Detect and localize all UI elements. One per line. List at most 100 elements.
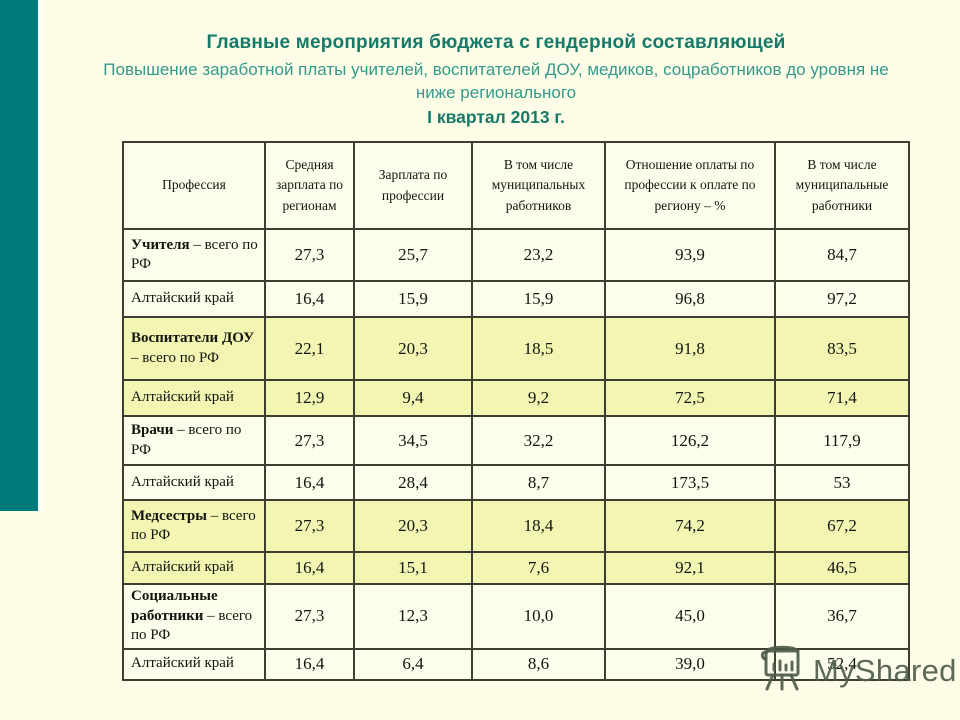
value-cell: 27,3 — [264, 228, 355, 282]
slide-period: I квартал 2013 г. — [427, 107, 565, 128]
table-row: Алтайский край 16,4 28,4 8,7 173,5 53 — [122, 464, 910, 501]
value-cell: 9,2 — [471, 379, 606, 417]
presentation-easel-icon — [757, 642, 807, 699]
profession-rest: – всего по РФ — [131, 422, 242, 458]
column-header: Зарплата по профессии — [353, 141, 473, 230]
value-cell: 91,8 — [604, 316, 776, 381]
value-cell: 12,9 — [264, 379, 355, 417]
value-cell: 72,5 — [604, 379, 776, 417]
value-cell: 83,5 — [774, 316, 910, 381]
value-cell: 6,4 — [353, 647, 473, 681]
table-row: Учителя – всего по РФ 27,3 25,7 23,2 93,… — [122, 228, 910, 282]
column-header: Средняя зарплата по регионам — [264, 141, 355, 230]
value-cell: 16,4 — [264, 280, 355, 318]
value-cell: 7,6 — [471, 551, 606, 585]
table-header-row: Профессия Средняя зарплата по регионам З… — [122, 141, 910, 230]
left-accent-bar-gap — [38, 0, 43, 511]
slide-header: Главные мероприятия бюджета с гендерной … — [48, 32, 944, 128]
profession-rest: – всего по РФ — [131, 507, 256, 544]
profession-rest: Алтайский край — [131, 559, 234, 576]
value-cell: 20,3 — [353, 316, 473, 381]
left-accent-bar — [0, 0, 38, 511]
salary-table: Профессия Средняя зарплата по регионам З… — [122, 141, 910, 681]
myshared-logo-text: MyShared — [813, 652, 957, 688]
table-row: Алтайский край 16,4 6,4 8,6 39,0 52,4 — [122, 647, 910, 681]
profession-cell: Алтайский край — [122, 464, 266, 501]
value-cell: 84,7 — [774, 228, 910, 282]
profession-rest: Алтайский край — [131, 290, 234, 307]
value-cell: 16,4 — [264, 551, 355, 585]
profession-cell: Врачи – всего по РФ — [122, 415, 266, 466]
table-row: Социальные работники – всего по РФ 27,3 … — [122, 583, 910, 650]
value-cell: 46,5 — [774, 551, 910, 585]
value-cell: 8,7 — [471, 464, 606, 501]
value-cell: 9,4 — [353, 379, 473, 417]
table-row: Алтайский край 12,9 9,4 9,2 72,5 71,4 — [122, 379, 910, 417]
value-cell: 16,4 — [264, 464, 355, 501]
profession-rest: Алтайский край — [131, 389, 234, 406]
profession-cell: Медсестры – всего по РФ — [122, 499, 266, 553]
column-header: Отношение оплаты по профессии к оплате п… — [604, 141, 776, 230]
value-cell: 27,3 — [264, 583, 355, 650]
slide-title: Главные мероприятия бюджета с гендерной … — [206, 32, 786, 53]
value-cell: 36,7 — [774, 583, 910, 650]
table-row: Медсестры – всего по РФ 27,3 20,3 18,4 7… — [122, 499, 910, 553]
column-header: Профессия — [122, 141, 266, 230]
value-cell: 67,2 — [774, 499, 910, 553]
column-header: В том числе муниципальных работников — [471, 141, 606, 230]
profession-cell: Алтайский край — [122, 379, 266, 417]
profession-rest: Алтайский край — [131, 473, 234, 490]
value-cell: 27,3 — [264, 415, 355, 466]
value-cell: 15,1 — [353, 551, 473, 585]
value-cell: 20,3 — [353, 499, 473, 553]
value-cell: 97,2 — [774, 280, 910, 318]
profession-rest: Алтайский край — [131, 655, 234, 672]
value-cell: 92,1 — [604, 551, 776, 585]
profession-cell: Алтайский край — [122, 551, 266, 585]
profession-rest: – всего по РФ — [131, 607, 253, 644]
value-cell: 22,1 — [264, 316, 355, 381]
value-cell: 8,6 — [471, 647, 606, 681]
profession-cell: Алтайский край — [122, 647, 266, 681]
profession-name: Социальные работники — [131, 588, 218, 624]
value-cell: 53 — [774, 464, 910, 501]
value-cell: 15,9 — [353, 280, 473, 318]
table-row: Врачи – всего по РФ 27,3 34,5 32,2 126,2… — [122, 415, 910, 466]
profession-rest: – всего по РФ — [131, 349, 219, 366]
value-cell: 10,0 — [471, 583, 606, 650]
value-cell: 34,5 — [353, 415, 473, 466]
value-cell: 28,4 — [353, 464, 473, 501]
profession-name: Воспитатели ДОУ — [131, 330, 255, 346]
value-cell: 117,9 — [774, 415, 910, 466]
table-row: Алтайский край 16,4 15,9 15,9 96,8 97,2 — [122, 280, 910, 318]
value-cell: 74,2 — [604, 499, 776, 553]
value-cell: 23,2 — [471, 228, 606, 282]
value-cell: 126,2 — [604, 415, 776, 466]
value-cell: 173,5 — [604, 464, 776, 501]
table-row: Воспитатели ДОУ – всего по РФ 22,1 20,3 … — [122, 316, 910, 381]
profession-name: Учителя — [131, 236, 190, 253]
value-cell: 16,4 — [264, 647, 355, 681]
value-cell: 27,3 — [264, 499, 355, 553]
value-cell: 39,0 — [604, 647, 776, 681]
slide-subtitle: Повышение заработной платы учителей, вос… — [103, 60, 889, 102]
value-cell: 93,9 — [604, 228, 776, 282]
profession-rest: – всего по РФ — [131, 236, 258, 273]
profession-cell: Алтайский край — [122, 280, 266, 318]
profession-cell: Учителя – всего по РФ — [122, 228, 266, 282]
value-cell: 25,7 — [353, 228, 473, 282]
table-row: Алтайский край 16,4 15,1 7,6 92,1 46,5 — [122, 551, 910, 585]
profession-cell: Социальные работники – всего по РФ — [122, 583, 266, 650]
myshared-watermark: MyShared — [757, 642, 957, 699]
value-cell: 71,4 — [774, 379, 910, 417]
profession-name: Врачи — [131, 422, 174, 438]
value-cell: 18,5 — [471, 316, 606, 381]
value-cell: 32,2 — [471, 415, 606, 466]
value-cell: 12,3 — [353, 583, 473, 650]
salary-table-container: Профессия Средняя зарплата по регионам З… — [122, 141, 910, 681]
profession-name: Медсестры — [131, 507, 207, 524]
column-header: В том числе муниципальные работники — [774, 141, 910, 230]
value-cell: 45,0 — [604, 583, 776, 650]
profession-cell: Воспитатели ДОУ – всего по РФ — [122, 316, 266, 381]
